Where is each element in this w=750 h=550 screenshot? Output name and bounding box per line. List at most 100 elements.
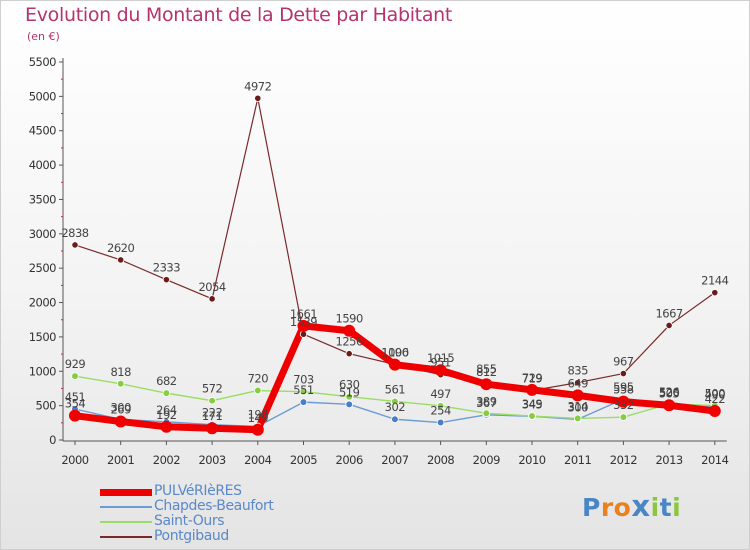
- data-label: 561: [385, 382, 406, 396]
- legend-swatch: [100, 488, 152, 496]
- data-label: 505: [659, 386, 680, 400]
- data-point: [251, 423, 264, 436]
- logo-letter: t: [659, 493, 673, 522]
- data-point: [571, 389, 584, 402]
- logo-letter: x: [631, 489, 651, 523]
- data-label: 1661: [290, 307, 317, 321]
- data-label: 349: [522, 397, 543, 411]
- y-tick-label: 5000: [29, 89, 56, 103]
- data-point: [436, 402, 445, 410]
- logo-letter: o: [613, 493, 632, 522]
- data-label: 354: [65, 397, 86, 411]
- x-tick-label: 2009: [473, 453, 500, 467]
- logo-letter: i: [650, 493, 660, 522]
- data-point: [297, 319, 310, 332]
- x-tick-label: 2001: [107, 453, 134, 467]
- data-point: [254, 94, 262, 102]
- x-tick-label: 2005: [290, 453, 317, 467]
- data-label: 1100: [381, 345, 408, 359]
- data-label: 951: [430, 356, 451, 370]
- x-tick-label: 2006: [336, 453, 363, 467]
- legend-swatch: [100, 506, 152, 508]
- y-tick-label: 1000: [29, 364, 56, 378]
- x-tick-label: 2008: [427, 453, 454, 467]
- y-tick-label: 4000: [29, 158, 56, 172]
- data-label: 812: [476, 365, 497, 379]
- data-label: 2333: [153, 261, 180, 275]
- data-point: [345, 350, 353, 358]
- y-tick-label: 1500: [29, 330, 56, 344]
- logo-letter: r: [600, 493, 614, 522]
- x-tick-label: 2002: [153, 453, 180, 467]
- data-label: 929: [65, 357, 86, 371]
- x-tick-label: 2004: [244, 453, 271, 467]
- data-label: 497: [430, 387, 451, 401]
- data-point: [665, 321, 673, 330]
- data-label: 526: [659, 385, 680, 399]
- y-tick-label: 3500: [29, 192, 56, 206]
- data-point: [573, 414, 582, 423]
- data-point: [436, 418, 445, 427]
- data-point: [482, 409, 491, 418]
- data-label: 149: [248, 411, 269, 425]
- data-label: 490: [705, 387, 726, 401]
- x-tick-label: 2003: [198, 453, 225, 467]
- data-label: 1590: [336, 312, 363, 326]
- data-label: 314: [567, 399, 588, 413]
- data-point: [617, 395, 630, 408]
- y-tick-label: 0: [49, 433, 56, 447]
- data-point: [162, 276, 170, 284]
- data-label: 720: [248, 372, 269, 386]
- data-point: [206, 422, 219, 435]
- x-tick-label: 2007: [381, 453, 408, 467]
- y-tick-label: 4500: [29, 124, 56, 138]
- y-tick-label: 5500: [29, 55, 56, 69]
- y-tick-label: 2000: [29, 296, 56, 310]
- data-label: 198: [248, 407, 269, 421]
- data-point: [299, 330, 308, 338]
- data-point: [116, 379, 125, 388]
- data-point: [160, 420, 173, 433]
- legend-label: Saint-Ours: [154, 513, 225, 529]
- data-label: 367: [476, 396, 497, 410]
- legend-swatch: [100, 536, 152, 538]
- data-label: 1667: [655, 306, 682, 320]
- x-tick-label: 2000: [61, 453, 88, 467]
- data-point: [69, 409, 81, 422]
- data-point: [574, 379, 582, 387]
- data-point: [619, 369, 628, 378]
- y-tick-label: 3000: [29, 227, 56, 241]
- data-label: 558: [613, 383, 634, 397]
- x-tick-label: 2011: [564, 453, 591, 467]
- data-label: 551: [293, 383, 314, 397]
- data-label: 572: [202, 382, 223, 396]
- data-label: 703: [293, 373, 314, 387]
- data-point: [663, 399, 676, 412]
- data-label: 520: [659, 385, 680, 399]
- data-label: 4972: [244, 79, 271, 93]
- data-label: 2054: [198, 280, 225, 294]
- data-label: 222: [202, 406, 223, 420]
- data-label: 389: [476, 394, 497, 408]
- data-point: [253, 386, 262, 395]
- data-point: [345, 400, 354, 409]
- data-label: 719: [522, 372, 543, 386]
- logo-letter: i: [672, 493, 682, 522]
- data-label: 171: [202, 409, 223, 423]
- legend-label: PULVéRIèRES: [154, 483, 242, 499]
- legend-item: Pontgibaud: [100, 528, 360, 545]
- x-tick-label: 2010: [518, 453, 545, 467]
- logo-letter: P: [582, 493, 601, 522]
- data-point: [117, 256, 125, 264]
- data-label: 192: [156, 408, 177, 422]
- data-label: 422: [705, 392, 726, 406]
- data-label: 269: [110, 403, 131, 417]
- data-label: 519: [339, 385, 360, 399]
- chart-title: Evolution du Montant de la Dette par Hab…: [25, 4, 453, 26]
- data-label: 649: [567, 376, 588, 390]
- data-label: 2620: [107, 241, 134, 255]
- legend-label: Pontgibaud: [154, 528, 229, 544]
- data-label: 345: [522, 397, 543, 411]
- data-label: 729: [522, 371, 543, 385]
